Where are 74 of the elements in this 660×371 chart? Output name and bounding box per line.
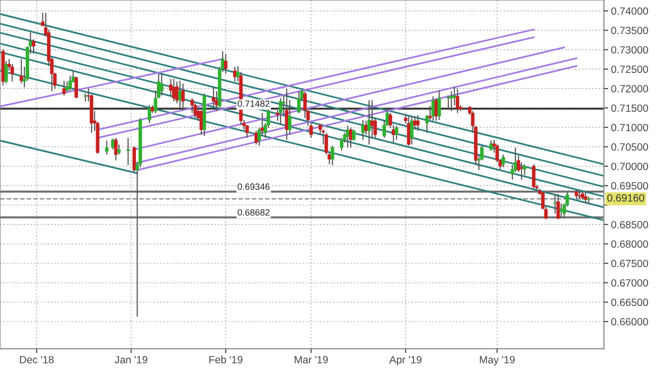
candlestick bbox=[556, 193, 560, 220]
x-tick-label: May '19 bbox=[480, 356, 515, 366]
y-tick-label: 0.73500 bbox=[611, 26, 648, 34]
candlestick bbox=[254, 130, 258, 146]
y-tick-label: 0.70000 bbox=[611, 162, 648, 170]
candlestick bbox=[522, 164, 526, 176]
candlestick bbox=[559, 202, 563, 219]
candlestick bbox=[532, 164, 536, 190]
x-tick-label: Jan '19 bbox=[114, 356, 148, 364]
candlestick bbox=[193, 102, 197, 119]
y-tick-label: 0.68500 bbox=[611, 220, 648, 228]
candlestick bbox=[212, 86, 216, 107]
candlestick bbox=[584, 191, 588, 204]
y-tick-label: 0.66000 bbox=[611, 318, 648, 326]
x-tick-label: Dec '18 bbox=[20, 356, 54, 364]
y-tick-label: 0.72000 bbox=[611, 85, 648, 92]
candlestick bbox=[303, 90, 307, 119]
y-tick-label: 0.74000 bbox=[611, 7, 648, 15]
candlestick bbox=[245, 124, 249, 138]
candlestick bbox=[394, 125, 398, 140]
candlestick bbox=[330, 145, 334, 166]
y-tick-label: 0.69500 bbox=[611, 182, 648, 190]
candlestick bbox=[111, 138, 115, 150]
y-tick-label: 0.73000 bbox=[611, 46, 648, 54]
y-tick-label: 0.68000 bbox=[611, 240, 648, 248]
candlestick bbox=[284, 88, 288, 140]
ref-line-label: 0.68682 bbox=[238, 209, 270, 216]
y-tick-label: 0.67500 bbox=[611, 260, 648, 268]
candlestick bbox=[297, 90, 301, 114]
candlestick bbox=[437, 90, 441, 121]
candlestick bbox=[214, 90, 218, 112]
candlestick bbox=[502, 154, 505, 168]
candlestick bbox=[446, 94, 450, 109]
candlestick bbox=[105, 140, 108, 156]
candlestick bbox=[278, 98, 282, 126]
candlestick bbox=[416, 114, 420, 132]
candlestick bbox=[370, 100, 374, 138]
candlestick bbox=[4, 60, 8, 84]
candlestick bbox=[62, 80, 66, 96]
y-tick-label: 0.71500 bbox=[611, 104, 648, 112]
candlestick bbox=[431, 96, 435, 122]
ref-line-label: 0.71482 bbox=[238, 100, 270, 107]
y-tick-label: 0.70500 bbox=[611, 143, 648, 151]
candlestick bbox=[114, 137, 118, 161]
candlestick bbox=[181, 82, 185, 111]
candlestick bbox=[520, 162, 524, 180]
candlestick bbox=[364, 120, 368, 136]
y-tick-label: 0.71000 bbox=[611, 124, 648, 132]
candlestick bbox=[410, 116, 414, 146]
candlestick bbox=[160, 73, 164, 96]
candlestick bbox=[456, 88, 460, 114]
candlestick bbox=[20, 58, 24, 84]
x-tick-label: Mar '19 bbox=[294, 356, 328, 364]
candlestick bbox=[406, 116, 410, 146]
candlestick bbox=[309, 122, 313, 138]
candlestick bbox=[489, 140, 493, 152]
y-tick-label: 0.67000 bbox=[611, 279, 648, 287]
candlestick bbox=[126, 137, 130, 166]
candlestick bbox=[190, 98, 194, 114]
candlestick bbox=[340, 137, 344, 152]
ref-line-label: 0.69346 bbox=[238, 183, 270, 190]
candlestick bbox=[32, 38, 36, 55]
candlestick bbox=[148, 104, 152, 124]
ref-line-label: 0.69160 bbox=[607, 194, 644, 202]
y-tick-label: 0.72500 bbox=[611, 66, 648, 74]
x-tick-label: Feb '19 bbox=[209, 356, 242, 364]
y-tick-label: 0.66500 bbox=[611, 298, 648, 306]
candlestick bbox=[361, 119, 365, 140]
candlestick bbox=[553, 193, 557, 214]
candlestick bbox=[224, 53, 228, 74]
x-tick-label: Apr '19 bbox=[389, 356, 422, 366]
candlestick bbox=[367, 100, 371, 146]
candlestick bbox=[117, 144, 121, 156]
candlestick bbox=[450, 90, 454, 112]
